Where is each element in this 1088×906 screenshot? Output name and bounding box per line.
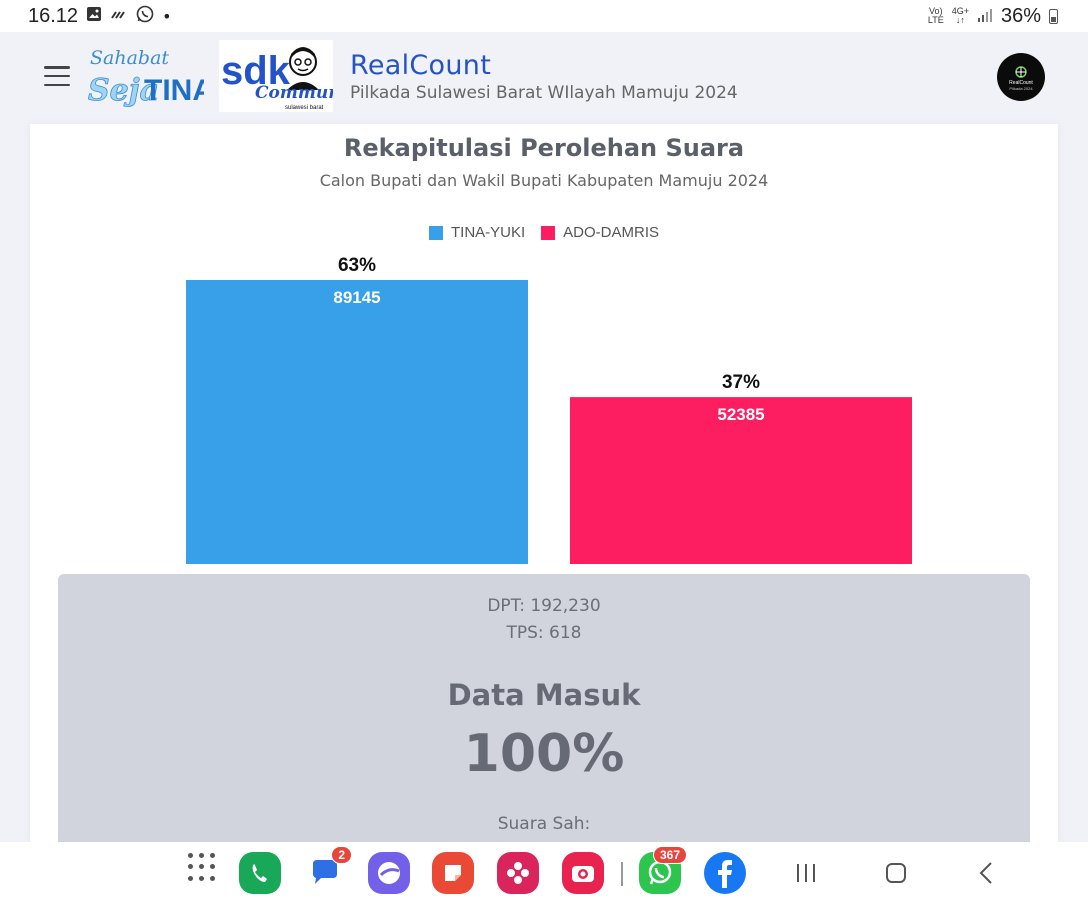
battery-percent: 36% bbox=[1000, 4, 1041, 27]
stats-panel: DPT: 192,230 TPS: 618 Data Masuk 100% Su… bbox=[58, 574, 1030, 864]
bar-value-label: 52385 bbox=[717, 405, 764, 424]
logo2-script: Community bbox=[255, 83, 333, 103]
phone-app-icon[interactable] bbox=[239, 852, 281, 894]
gallery-app-icon[interactable] bbox=[497, 852, 539, 894]
logo1-line2b: TINA bbox=[144, 74, 204, 107]
camera-app-icon[interactable] bbox=[562, 852, 604, 894]
back-button[interactable] bbox=[974, 856, 998, 890]
logo1-line2a: Seja bbox=[88, 73, 159, 108]
volte-indicator: Vo) LTE bbox=[928, 7, 944, 25]
legend-swatch-ado-damris bbox=[541, 225, 556, 240]
brand-block: RealCount Pilkada Sulawesi Barat WIlayah… bbox=[350, 50, 738, 103]
realcount-avatar-icon: RealCount Pilkada 2024 bbox=[1009, 66, 1033, 91]
network-4g-indicator: 4G+ ↓↑ bbox=[952, 7, 969, 25]
legend-item-ado-damris[interactable]: ADO-DAMRIS bbox=[541, 224, 659, 241]
whatsapp-app-icon[interactable]: 367 bbox=[639, 846, 687, 894]
bar-percent-label: 63% bbox=[338, 255, 376, 276]
status-bar: 16.12 • Vo) LTE 4G+ ↓↑ 36% bbox=[0, 0, 1088, 32]
whatsapp-status-icon bbox=[136, 5, 154, 27]
browser-app-icon[interactable] bbox=[368, 852, 410, 894]
bar-ado-damris[interactable] bbox=[570, 397, 912, 564]
avatar-line1: RealCount bbox=[1009, 80, 1033, 86]
avatar[interactable]: RealCount Pilkada 2024 bbox=[997, 53, 1045, 101]
avatar-line2: Pilkada 2024 bbox=[1009, 86, 1033, 91]
bar-tina-yuki[interactable] bbox=[186, 280, 528, 564]
messages-badge: 2 bbox=[331, 846, 352, 864]
bar-chart: 89145 63% 52385 37% bbox=[186, 255, 912, 564]
network-arrows: ↓↑ bbox=[955, 15, 965, 25]
signal-waves-icon bbox=[110, 6, 128, 26]
android-nav-bar: 2 367 bbox=[0, 842, 1088, 906]
status-time: 16.12 bbox=[28, 4, 79, 27]
sdk-community-logo: sdk Community sulawesi barat bbox=[219, 40, 333, 112]
network-type: 4G+ bbox=[951, 6, 969, 16]
legend-swatch-tina-yuki bbox=[428, 225, 443, 240]
sahabat-seja-tina-logo: Sahabat Seja TINA bbox=[88, 47, 204, 108]
signal-bars-icon bbox=[977, 5, 993, 27]
bar-value-label: 89145 bbox=[333, 288, 380, 307]
data-masuk-label: Data Masuk bbox=[447, 678, 641, 712]
logo1-line1: Sahabat bbox=[90, 47, 169, 69]
chart-title: Rekapitulasi Perolehan Suara bbox=[343, 134, 745, 162]
facebook-app-icon[interactable] bbox=[704, 852, 746, 894]
chart-subtitle: Calon Bupati dan Wakil Bupati Kabupaten … bbox=[319, 171, 769, 190]
volte-top: Vo) bbox=[929, 6, 943, 16]
battery-icon bbox=[1049, 8, 1058, 24]
back-icon bbox=[979, 862, 992, 884]
notification-dot: • bbox=[162, 6, 172, 26]
volte-bottom: LTE bbox=[927, 15, 944, 25]
results-card: Rekapitulasi Perolehan Suara Calon Bupat… bbox=[30, 124, 1058, 864]
suara-sah-label: Suara Sah: bbox=[497, 814, 591, 834]
messages-app-icon[interactable]: 2 bbox=[304, 846, 352, 894]
whatsapp-badge: 367 bbox=[652, 846, 687, 864]
chart-legend: TINA-YUKI ADO-DAMRIS bbox=[30, 224, 1058, 241]
home-button[interactable] bbox=[882, 856, 910, 890]
legend-label-tina-yuki: TINA-YUKI bbox=[450, 224, 526, 241]
logo2-main: sdk bbox=[221, 49, 291, 93]
recent-apps-button[interactable] bbox=[792, 856, 820, 890]
menu-icon[interactable] bbox=[44, 66, 70, 86]
bar-percent-label: 37% bbox=[722, 372, 760, 393]
legend-item-tina-yuki[interactable]: TINA-YUKI bbox=[428, 224, 526, 241]
app-header: Sahabat Seja TINA sdk Community sulawesi… bbox=[0, 32, 1088, 124]
tps-text: TPS: 618 bbox=[506, 623, 582, 643]
page-subtitle: Pilkada Sulawesi Barat WIlayah Mamuju 20… bbox=[350, 83, 738, 103]
notes-app-icon[interactable] bbox=[432, 852, 474, 894]
data-masuk-value: 100% bbox=[463, 724, 625, 784]
app-drawer-icon[interactable] bbox=[188, 852, 218, 882]
nav-divider bbox=[621, 862, 623, 886]
recent-apps-icon bbox=[797, 864, 815, 882]
logo2-small: sulawesi barat bbox=[285, 105, 324, 111]
page-title: RealCount bbox=[350, 50, 492, 81]
gallery-icon bbox=[86, 6, 102, 26]
legend-label-ado-damris: ADO-DAMRIS bbox=[563, 224, 660, 241]
dpt-text: DPT: 192,230 bbox=[487, 596, 601, 616]
home-icon bbox=[886, 863, 906, 883]
